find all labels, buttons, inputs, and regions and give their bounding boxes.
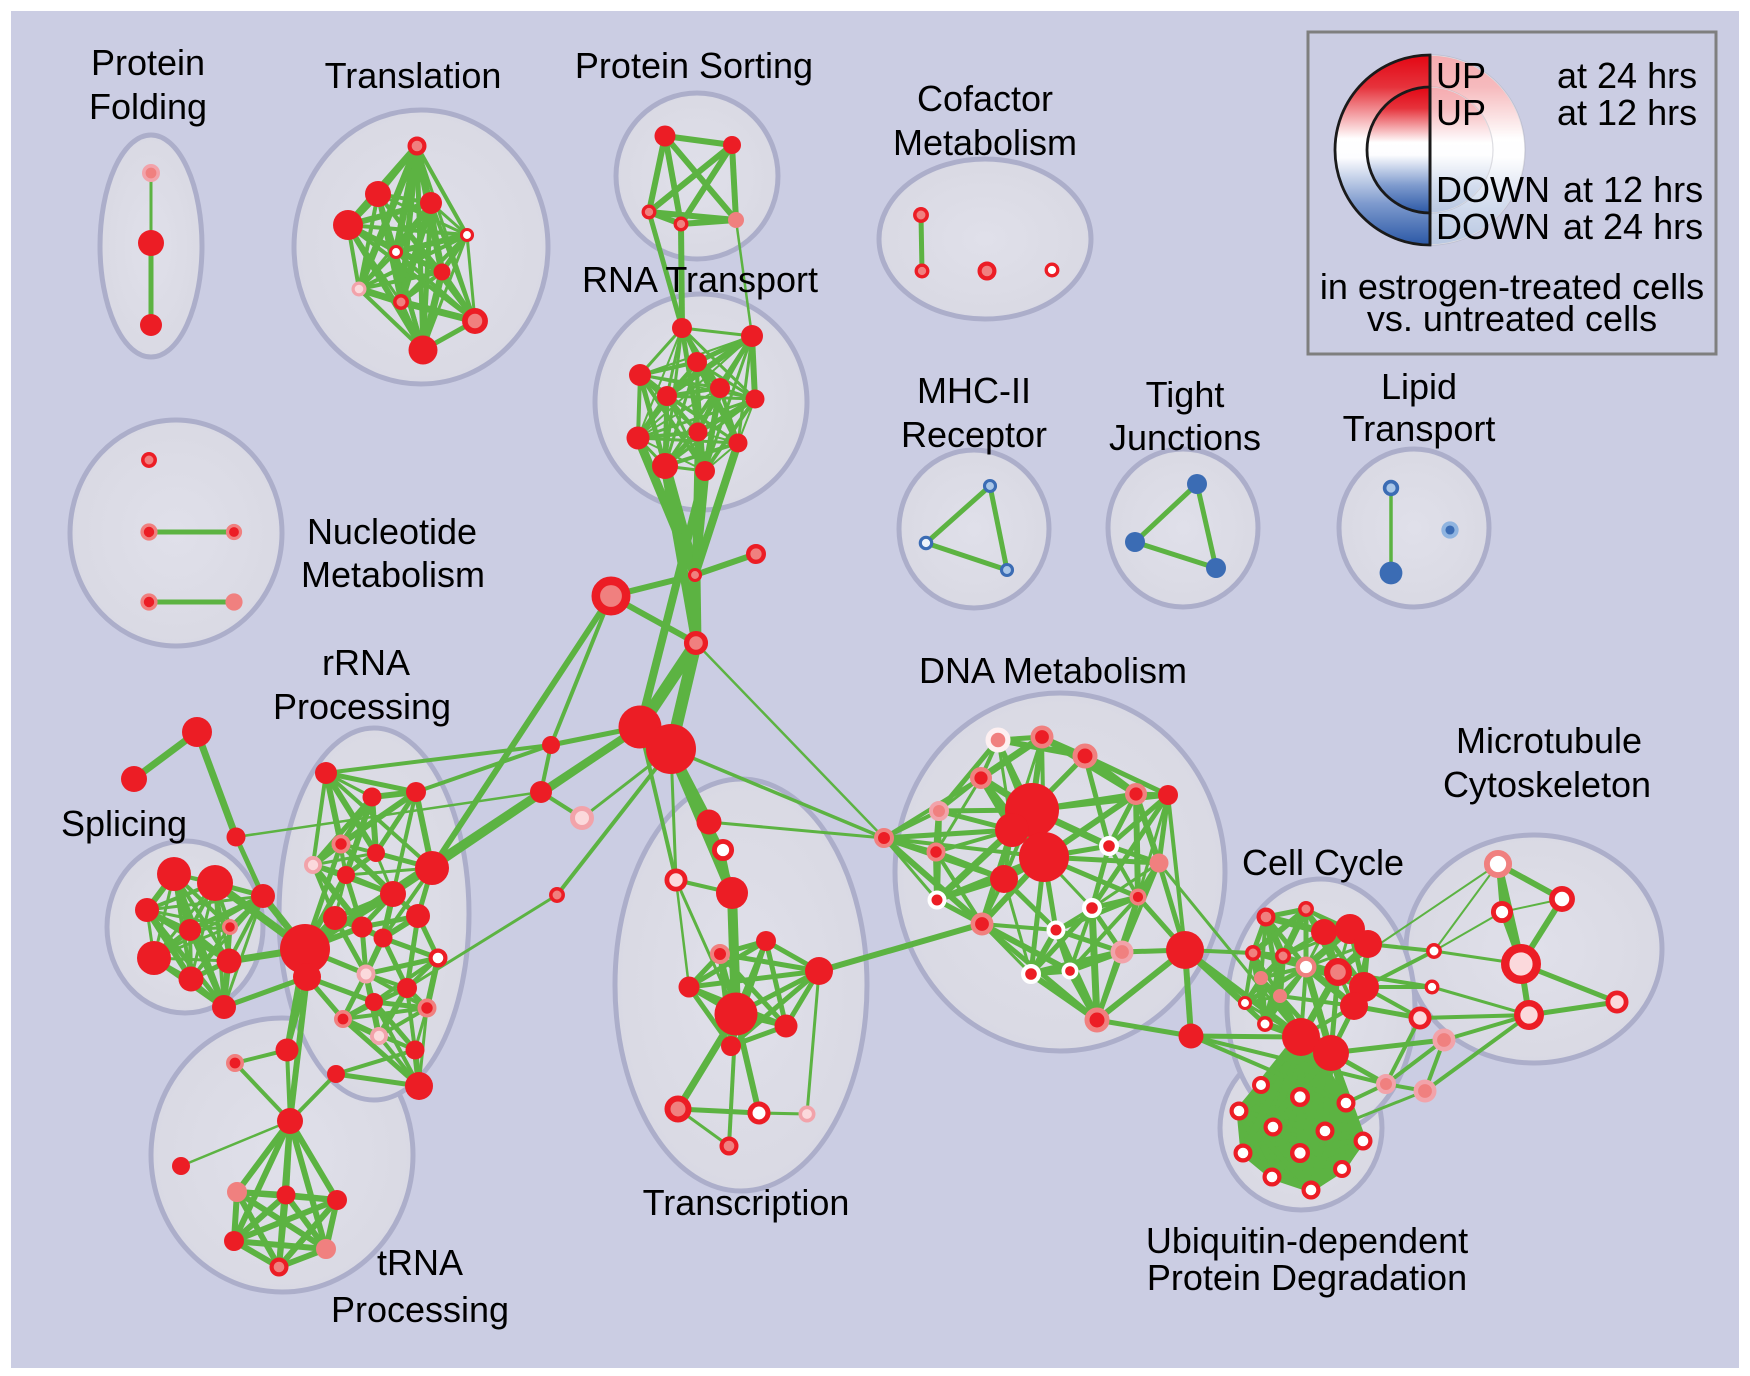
svg-text:DOWN: DOWN (1436, 206, 1550, 247)
svg-text:Cofactor: Cofactor (917, 78, 1053, 119)
svg-text:Transport: Transport (1343, 408, 1496, 449)
svg-text:Receptor: Receptor (901, 414, 1047, 455)
svg-text:Splicing: Splicing (61, 803, 187, 844)
svg-text:in estrogen-treated cells: in estrogen-treated cells (1320, 266, 1704, 307)
svg-text:Metabolism: Metabolism (893, 122, 1077, 163)
svg-text:MHC-II: MHC-II (917, 370, 1031, 411)
svg-text:RNA Transport: RNA Transport (582, 259, 818, 300)
svg-text:at 12 hrs: at 12 hrs (1557, 92, 1697, 133)
svg-text:rRNA: rRNA (322, 642, 410, 683)
svg-text:Cell Cycle: Cell Cycle (1242, 842, 1404, 883)
svg-text:vs. untreated cells: vs. untreated cells (1367, 298, 1657, 339)
svg-text:at 12 hrs: at 12 hrs (1563, 169, 1703, 210)
svg-text:Metabolism: Metabolism (301, 554, 485, 595)
svg-text:Processing: Processing (331, 1289, 509, 1330)
svg-text:Protein Sorting: Protein Sorting (575, 45, 813, 86)
svg-text:tRNA: tRNA (377, 1242, 463, 1283)
svg-text:at 24 hrs: at 24 hrs (1563, 206, 1703, 247)
svg-text:Protein: Protein (91, 42, 205, 83)
svg-text:Ubiquitin-dependent: Ubiquitin-dependent (1146, 1220, 1468, 1261)
svg-text:Folding: Folding (89, 86, 207, 127)
svg-text:Lipid: Lipid (1381, 366, 1457, 407)
svg-text:Junctions: Junctions (1109, 417, 1261, 458)
svg-text:Cytoskeleton: Cytoskeleton (1443, 764, 1651, 805)
svg-text:Nucleotide: Nucleotide (307, 511, 477, 552)
svg-text:UP: UP (1436, 55, 1486, 96)
svg-text:DOWN: DOWN (1436, 169, 1550, 210)
svg-text:Transcription: Transcription (643, 1182, 850, 1223)
svg-text:Protein Degradation: Protein Degradation (1147, 1257, 1467, 1298)
svg-text:Tight: Tight (1146, 374, 1225, 415)
svg-text:Translation: Translation (325, 55, 502, 96)
svg-text:Microtubule: Microtubule (1456, 720, 1642, 761)
svg-text:at 24 hrs: at 24 hrs (1557, 55, 1697, 96)
svg-text:UP: UP (1436, 92, 1486, 133)
svg-text:Processing: Processing (273, 686, 451, 727)
svg-text:DNA Metabolism: DNA Metabolism (919, 650, 1187, 691)
